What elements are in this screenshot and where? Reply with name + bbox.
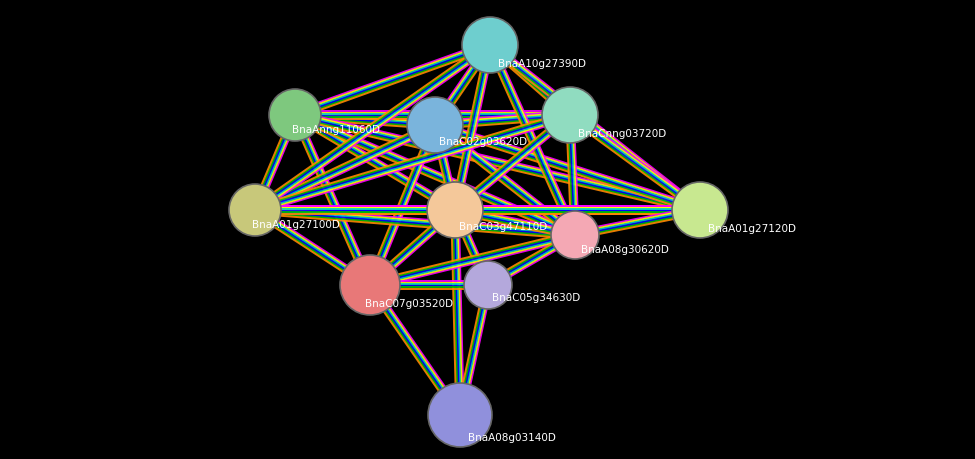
Text: BnaC07g03520D: BnaC07g03520D bbox=[365, 299, 453, 309]
Text: BnaA01g27100D: BnaA01g27100D bbox=[252, 220, 340, 230]
Circle shape bbox=[340, 255, 400, 315]
Text: BnaCnng03720D: BnaCnng03720D bbox=[578, 129, 666, 139]
Text: BnaA08g30620D: BnaA08g30620D bbox=[581, 245, 669, 255]
Circle shape bbox=[464, 261, 512, 309]
Circle shape bbox=[672, 182, 728, 238]
Text: BnaA10g27390D: BnaA10g27390D bbox=[498, 59, 586, 69]
Circle shape bbox=[269, 89, 321, 141]
Text: BnaC05g34630D: BnaC05g34630D bbox=[492, 293, 580, 303]
Text: BnaA01g27120D: BnaA01g27120D bbox=[708, 224, 796, 234]
Circle shape bbox=[462, 17, 518, 73]
Circle shape bbox=[229, 184, 281, 236]
Text: BnaC03g47110D: BnaC03g47110D bbox=[459, 222, 547, 232]
Circle shape bbox=[551, 211, 599, 259]
Circle shape bbox=[427, 182, 483, 238]
Text: BnaAnng11060D: BnaAnng11060D bbox=[292, 125, 380, 135]
Circle shape bbox=[542, 87, 598, 143]
Text: BnaA08g03140D: BnaA08g03140D bbox=[468, 433, 556, 443]
Text: BnaC02g03620D: BnaC02g03620D bbox=[439, 137, 527, 147]
Circle shape bbox=[428, 383, 492, 447]
Circle shape bbox=[407, 97, 463, 153]
